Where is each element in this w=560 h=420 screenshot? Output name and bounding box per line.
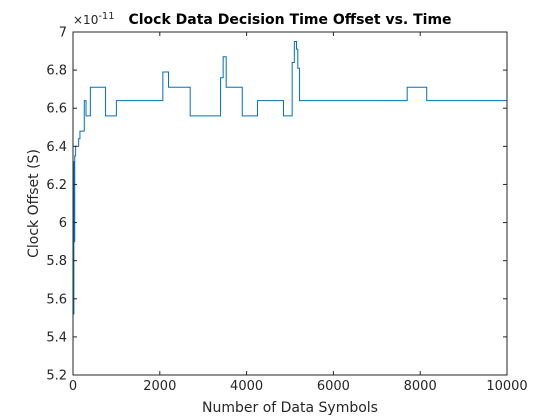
x-axis: 0 2000 4000 6000 8000 10000 <box>69 32 528 394</box>
y-tick-label: 5.2 <box>46 369 67 384</box>
data-layer <box>73 41 507 315</box>
y-exponent-base: ×10 <box>73 13 98 27</box>
chart-title: Clock Data Decision Time Offset vs. Time <box>128 12 451 28</box>
y-tick-label: 7 <box>59 26 67 41</box>
series-line <box>73 41 507 315</box>
y-tick-label: 6.8 <box>46 64 67 79</box>
y-tick-label: 5.6 <box>46 292 67 307</box>
y-tick-label: 5.8 <box>46 254 67 269</box>
y-exponent-power: -11 <box>98 11 114 22</box>
plot-frame <box>72 31 508 376</box>
y-exponent: ×10-11 <box>73 11 115 27</box>
x-tick-label: 4000 <box>230 379 263 394</box>
y-axis-title: Clock Offset (S) <box>26 149 42 258</box>
y-tick-label: 6 <box>59 216 67 231</box>
y-axis: 5.2 5.4 5.6 5.8 6 6.2 6.4 6.6 6.8 7 <box>46 26 507 384</box>
y-tick-label: 6.4 <box>46 140 67 155</box>
x-axis-title: Number of Data Symbols <box>202 400 378 416</box>
x-tick-label: 8000 <box>404 379 437 394</box>
plot-area <box>73 32 507 375</box>
y-tick-label: 5.4 <box>46 330 67 345</box>
x-tick-label: 0 <box>69 379 77 394</box>
y-tick-label: 6.6 <box>46 102 67 117</box>
x-tick-label: 2000 <box>143 379 176 394</box>
y-tick-label: 6.2 <box>46 178 67 193</box>
x-tick-label: 6000 <box>317 379 350 394</box>
x-tick-label: 10000 <box>486 379 527 394</box>
